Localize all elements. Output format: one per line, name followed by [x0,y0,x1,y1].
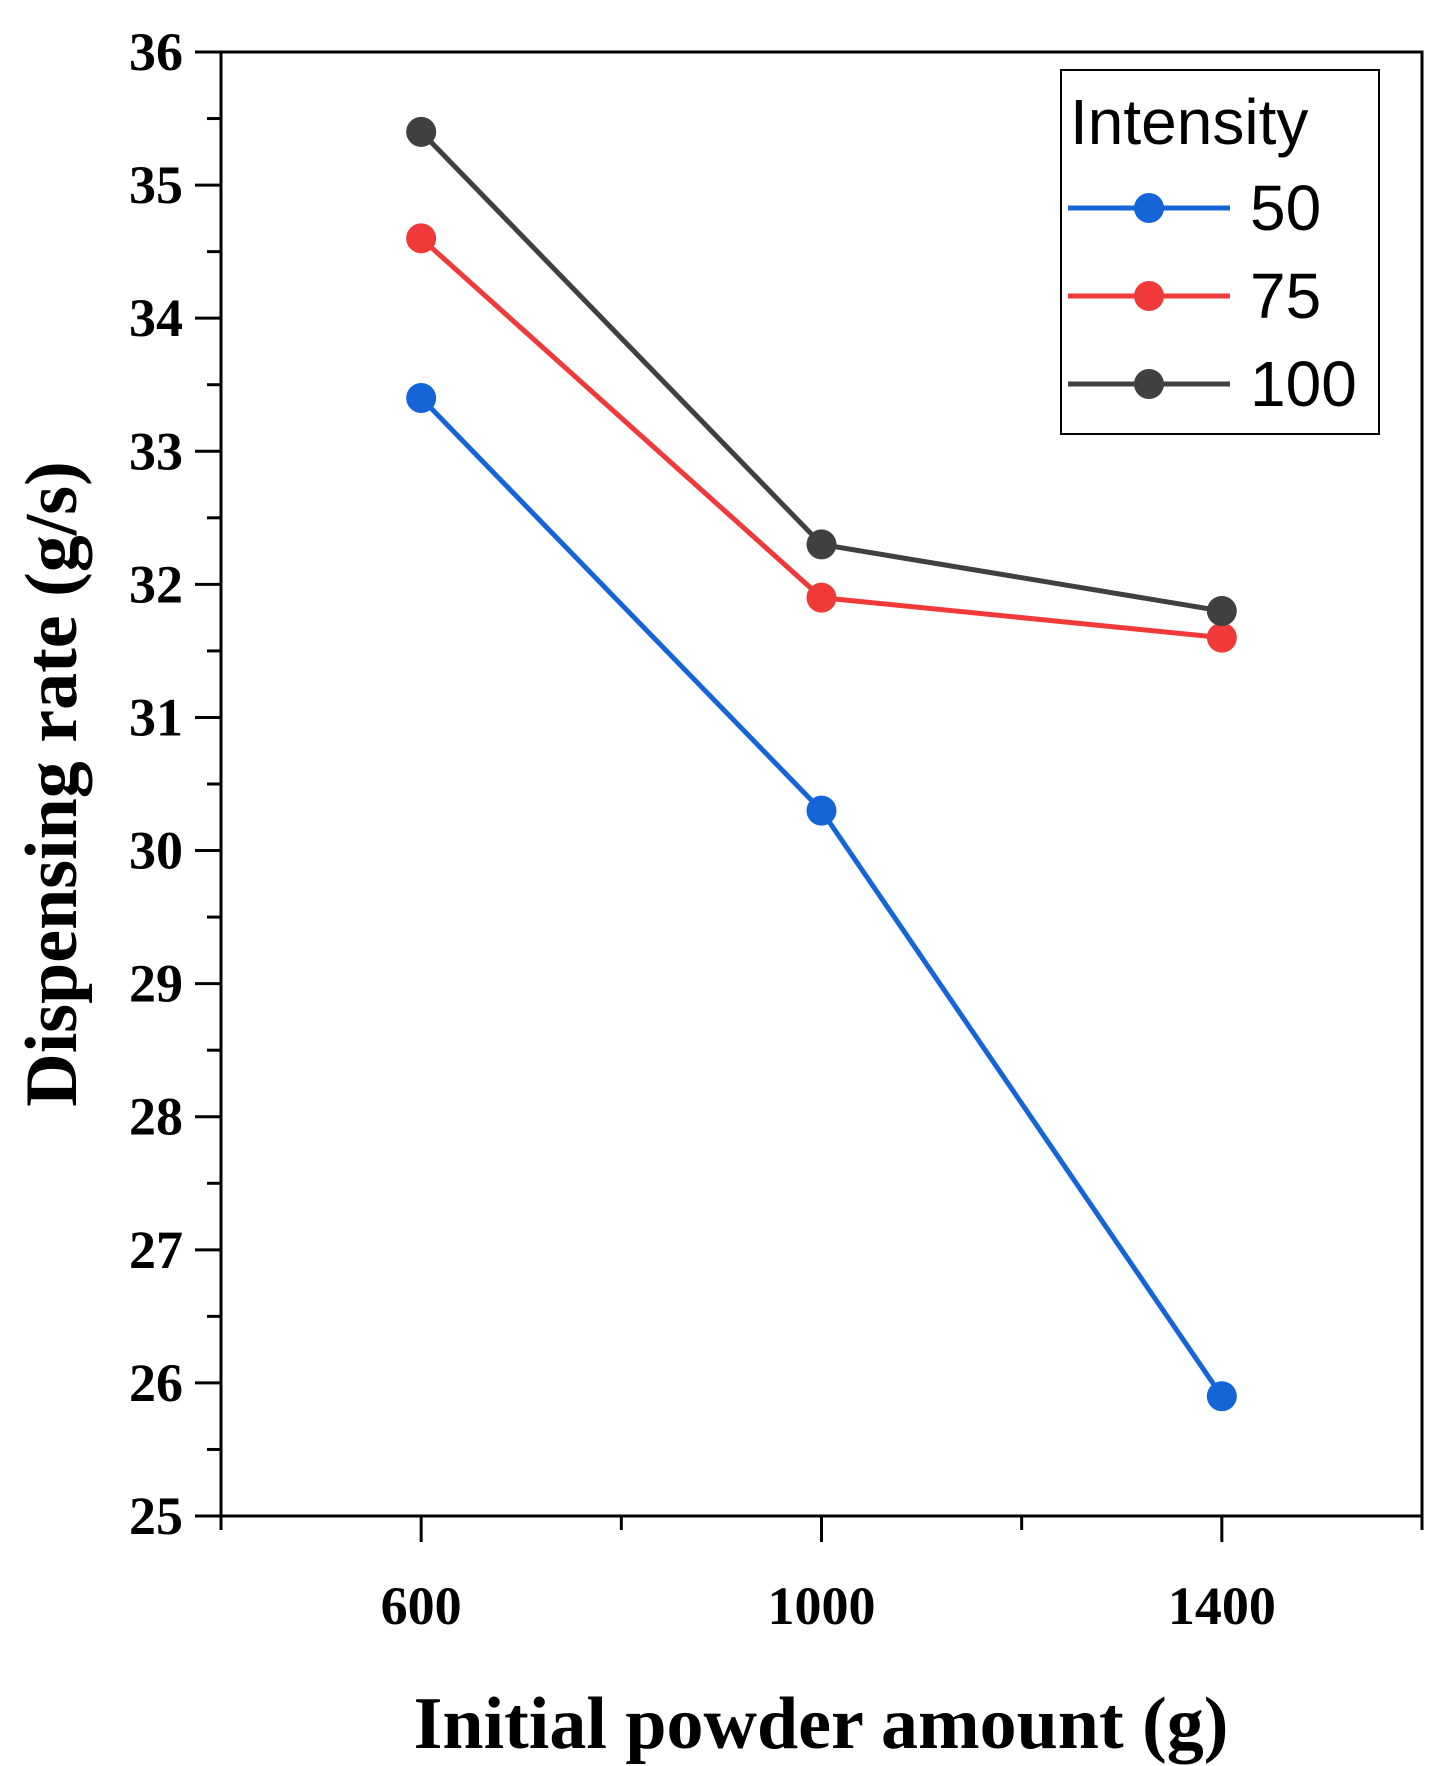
y-tick-label: 32 [129,554,183,614]
legend: Intensity 50 75 100 [1060,69,1380,435]
y-tick-label: 35 [129,155,183,215]
y-tick-label: 33 [129,421,183,481]
legend-title: Intensity [1070,86,1308,158]
legend-label-50: 50 [1250,172,1321,244]
y-tick-label: 36 [129,22,183,82]
y-tick-label: 31 [129,687,183,747]
y-axis-title: Dispensing rate (g/s) [11,461,93,1106]
y-tick-label: 34 [129,288,183,348]
data-point-75 [1206,622,1237,653]
legend-box [1060,69,1380,435]
x-tick-label: 600 [381,1576,462,1636]
data-point-75 [806,582,837,613]
series-layer [406,116,1237,1412]
y-axis: 25 26 27 28 29 30 31 32 33 34 35 36 [129,22,221,1546]
y-tick-label: 30 [129,821,183,881]
legend-marker-50 [1134,193,1164,223]
legend-label-75: 75 [1250,260,1321,332]
legend-items: 50 75 100 [1068,172,1357,420]
legend-label-100: 100 [1250,348,1357,420]
x-axis-title: Initial powder amount (g) [414,1683,1229,1765]
data-point-75 [406,223,437,254]
data-point-100 [406,116,437,147]
data-point-100 [1206,595,1237,626]
y-tick-label: 26 [129,1353,183,1413]
y-tick-label: 28 [129,1087,183,1147]
x-tick-label: 1400 [1168,1576,1276,1636]
x-tick-label: 1000 [768,1576,876,1636]
data-point-50 [806,795,837,826]
legend-marker-75 [1134,281,1164,311]
data-point-50 [1206,1381,1237,1412]
legend-marker-100 [1134,369,1164,399]
data-point-100 [806,529,837,560]
y-tick-label: 27 [129,1220,183,1280]
y-tick-label: 25 [129,1486,183,1546]
x-axis: 600 1000 1400 [219,1516,1424,1636]
data-point-50 [406,383,437,414]
y-tick-label: 29 [129,954,183,1014]
